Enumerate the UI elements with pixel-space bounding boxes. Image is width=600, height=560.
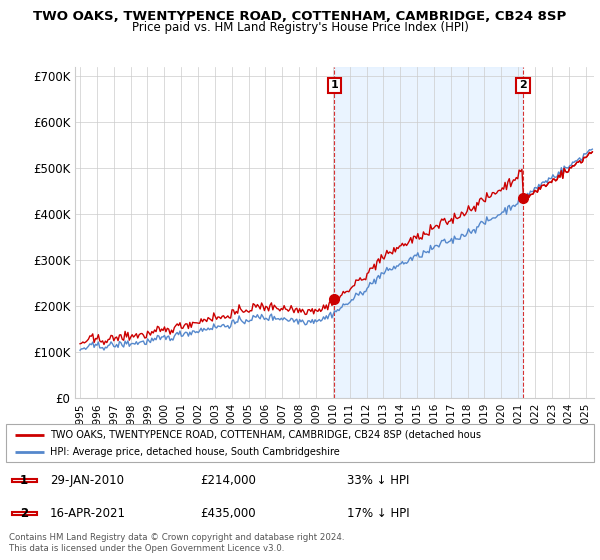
Text: 33% ↓ HPI: 33% ↓ HPI: [347, 474, 409, 487]
Text: £435,000: £435,000: [200, 507, 256, 520]
Text: TWO OAKS, TWENTYPENCE ROAD, COTTENHAM, CAMBRIDGE, CB24 8SP: TWO OAKS, TWENTYPENCE ROAD, COTTENHAM, C…: [34, 10, 566, 23]
Text: 1: 1: [330, 81, 338, 90]
Text: £214,000: £214,000: [200, 474, 256, 487]
Text: 2: 2: [519, 81, 527, 90]
Text: 29-JAN-2010: 29-JAN-2010: [50, 474, 124, 487]
Bar: [12, 512, 37, 515]
Text: TWO OAKS, TWENTYPENCE ROAD, COTTENHAM, CAMBRIDGE, CB24 8SP (detached hous: TWO OAKS, TWENTYPENCE ROAD, COTTENHAM, C…: [50, 430, 481, 440]
Text: HPI: Average price, detached house, South Cambridgeshire: HPI: Average price, detached house, Sout…: [50, 447, 340, 458]
Text: 2: 2: [20, 507, 28, 520]
Text: 1: 1: [20, 474, 28, 487]
Bar: [12, 479, 37, 482]
Text: 17% ↓ HPI: 17% ↓ HPI: [347, 507, 410, 520]
Text: Contains HM Land Registry data © Crown copyright and database right 2024.
This d: Contains HM Land Registry data © Crown c…: [9, 533, 344, 553]
Text: 16-APR-2021: 16-APR-2021: [50, 507, 126, 520]
Text: Price paid vs. HM Land Registry's House Price Index (HPI): Price paid vs. HM Land Registry's House …: [131, 21, 469, 34]
